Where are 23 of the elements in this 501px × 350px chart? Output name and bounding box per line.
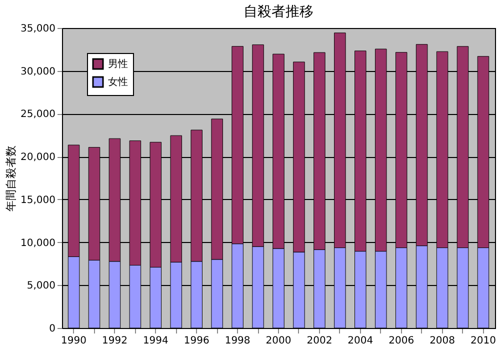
y-tick-label: 25,000 bbox=[20, 109, 56, 120]
y-tick-label: 5,000 bbox=[26, 280, 56, 292]
y-axis-title: 年間自殺者数 bbox=[4, 146, 18, 212]
y-tick-label: 35,000 bbox=[20, 24, 56, 34]
y-tick-label: 30,000 bbox=[20, 66, 56, 78]
x-tick-label: 2000 bbox=[266, 336, 292, 346]
x-tick-label: 2002 bbox=[306, 336, 332, 346]
y-tick-label: 0 bbox=[49, 324, 56, 334]
x-tick-label: 1990 bbox=[61, 336, 86, 346]
x-tick-label: 1998 bbox=[224, 336, 250, 346]
x-tick-label: 1994 bbox=[142, 336, 168, 346]
x-tick-label: 2008 bbox=[430, 336, 456, 346]
x-tick-label: 1996 bbox=[184, 336, 210, 346]
chart-title: 自殺者推移 bbox=[244, 4, 314, 20]
x-tick-label: 2010 bbox=[470, 336, 496, 346]
y-tick-label: 15,000 bbox=[20, 194, 56, 206]
legend-label: 女性 bbox=[108, 76, 128, 88]
x-tick-label: 2004 bbox=[348, 336, 374, 346]
y-tick-label: 20,000 bbox=[20, 152, 56, 164]
legend-label: 男性 bbox=[108, 58, 128, 70]
x-tick-label: 1992 bbox=[102, 336, 128, 346]
x-tick-label: 2006 bbox=[388, 336, 414, 346]
y-tick-label: 10,000 bbox=[20, 238, 56, 249]
